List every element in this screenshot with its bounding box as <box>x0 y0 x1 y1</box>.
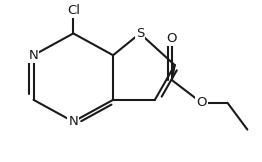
Text: O: O <box>167 32 177 45</box>
Text: Cl: Cl <box>67 4 80 17</box>
Text: N: N <box>68 115 78 128</box>
Text: N: N <box>29 49 39 62</box>
Text: S: S <box>136 27 144 40</box>
Text: O: O <box>196 96 207 109</box>
